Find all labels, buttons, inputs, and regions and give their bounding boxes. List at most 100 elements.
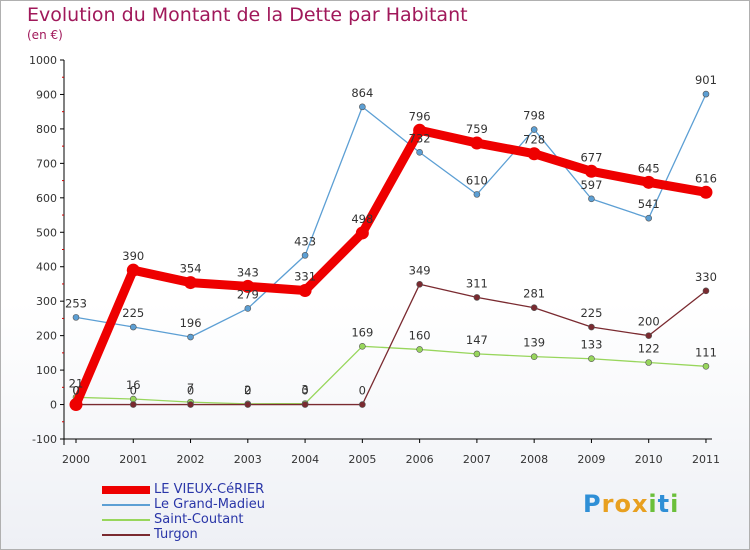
data-label: 281 [523,287,545,301]
data-point [241,279,255,293]
data-label: 0 [244,384,251,398]
data-point [645,332,653,339]
x-tick-label: 2011 [692,453,720,466]
data-label: 2 [244,383,251,397]
y-tick-label: 200 [36,330,57,343]
data-point [530,353,538,360]
data-point [355,226,369,240]
y-tick-label: 0 [50,399,57,412]
data-label: 225 [122,306,144,320]
data-point [645,214,653,222]
data-point [527,147,541,161]
data-point [530,126,538,133]
data-label: 0 [359,384,366,398]
x-tick-label: 2010 [635,453,663,466]
data-point [702,90,710,98]
data-point [69,398,83,412]
data-point [187,401,194,408]
data-point [359,103,366,111]
series-line-3 [75,283,707,406]
data-label: 728 [523,133,545,147]
data-point [473,294,481,301]
data-label: 279 [237,287,259,301]
legend-swatch [102,519,150,521]
data-label: 541 [638,197,660,211]
y-tick-label: 900 [36,88,57,101]
logo-letter: r [601,490,615,518]
data-label: 759 [466,122,488,136]
data-point [359,343,366,350]
data-label: 610 [466,173,488,187]
data-point [645,359,653,366]
data-point [359,401,366,408]
data-label: 645 [638,161,660,175]
data-label: 21 [69,376,84,390]
y-tick-label: 1000 [29,54,57,67]
y-tick-label: 300 [36,295,57,308]
x-tick-label: 2004 [291,453,319,466]
data-label: 133 [580,338,602,352]
data-label: 330 [695,270,717,284]
series-line-0 [71,125,711,410]
data-point [702,363,710,370]
data-point [244,401,252,408]
data-point [298,284,312,298]
logo-letter: x [631,490,649,518]
x-tick-label: 2007 [463,453,491,466]
data-label: 901 [695,73,717,87]
data-label: 0 [187,384,194,398]
data-point [301,252,309,259]
data-point [473,191,481,198]
x-tick-label: 2002 [177,453,205,466]
data-label: 0 [72,384,79,398]
x-tick-label: 2001 [119,453,147,466]
data-point [702,287,710,295]
y-tick-label: 400 [36,261,57,274]
data-label: 796 [409,109,431,123]
data-label: 597 [580,178,602,192]
data-label: 160 [409,328,431,342]
data-label: 0 [72,384,79,398]
data-point [413,123,427,137]
data-label: 433 [294,234,316,248]
data-label: 498 [351,212,373,226]
data-point [642,175,656,189]
data-point [473,350,481,358]
data-point [470,136,484,150]
data-label: 200 [638,315,660,329]
data-label: 732 [409,131,431,145]
data-label: 139 [523,336,545,350]
data-point [588,195,595,203]
data-label: 122 [638,342,660,356]
legend-label: LE VIEUX-CéRIER [154,482,265,497]
data-label: 7 [187,381,194,395]
data-point [699,185,713,199]
logo-letter: i [648,490,658,518]
data-point [530,304,538,312]
logo-letter: i [670,490,680,518]
data-point [184,276,198,290]
data-label: 253 [65,296,87,310]
data-label: 677 [580,150,602,164]
y-tick-label: -100 [32,433,57,446]
data-label: 147 [466,333,488,347]
data-label: 390 [122,249,144,263]
series-line-2 [75,345,707,405]
y-tick-label: 800 [36,123,57,136]
data-point [244,305,252,312]
legend-label: Saint-Coutant [154,512,244,527]
data-label: 349 [409,263,431,277]
data-point [588,355,595,363]
data-label: 311 [466,276,488,290]
data-point [584,164,598,178]
data-label: 111 [695,345,717,359]
logo-letter: o [614,490,632,518]
data-label: 331 [294,270,316,284]
logo-letter: P [583,490,602,518]
data-label: 0 [301,384,308,398]
data-label: 0 [130,384,137,398]
logo-letter: t [657,490,671,518]
data-point [72,314,80,321]
data-point [588,323,595,331]
data-point [416,346,423,353]
